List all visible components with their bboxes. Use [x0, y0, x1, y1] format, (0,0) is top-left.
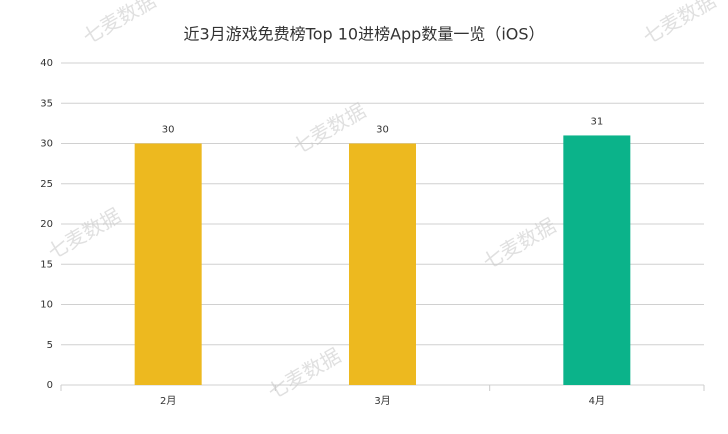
chart-title: 近3月游戏免费榜Top 10进榜App数量一览（iOS） — [183, 25, 544, 44]
y-tick-label: 40 — [40, 58, 53, 69]
x-tick-label: 2月 — [160, 395, 176, 407]
watermark: 七麦数据 — [479, 213, 560, 274]
y-tick-label: 5 — [47, 340, 53, 351]
bar — [134, 143, 202, 385]
watermark: 七麦数据 — [44, 203, 125, 264]
y-tick-label: 20 — [40, 219, 53, 230]
watermark: 七麦数据 — [264, 343, 345, 404]
y-tick-label: 30 — [40, 139, 53, 150]
data-label: 31 — [590, 116, 603, 127]
watermark: 七麦数据 — [639, 0, 720, 49]
x-tick-label: 4月 — [589, 395, 605, 407]
y-tick-label: 25 — [40, 179, 53, 190]
y-tick-label: 15 — [40, 259, 53, 270]
watermark: 七麦数据 — [79, 0, 160, 49]
bar — [349, 143, 416, 385]
y-tick-label: 0 — [47, 380, 53, 391]
bar — [563, 135, 631, 385]
x-tick-label: 3月 — [374, 395, 390, 407]
y-tick-label: 35 — [40, 98, 53, 109]
y-tick-label: 10 — [40, 300, 53, 311]
data-label: 30 — [162, 125, 175, 136]
data-label: 30 — [376, 125, 389, 136]
